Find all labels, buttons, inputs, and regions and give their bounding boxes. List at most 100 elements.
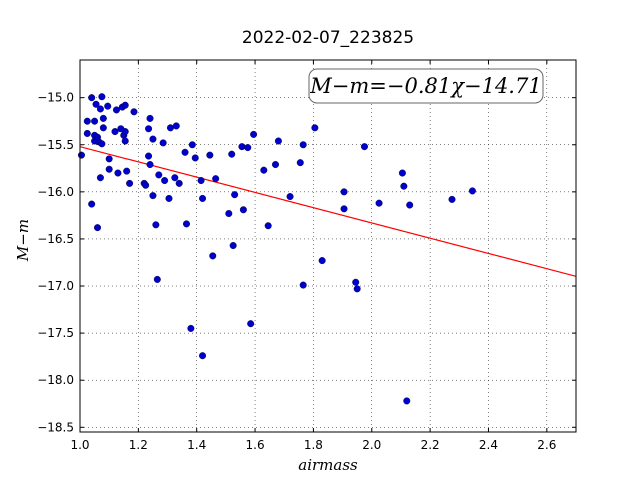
data-point [181, 148, 189, 156]
data-point [206, 151, 214, 159]
y-axis-label: M−m [14, 219, 32, 262]
data-point [149, 192, 157, 200]
y-tick-label: −18.0 [37, 373, 74, 387]
y-tick-label: −18.5 [37, 420, 74, 434]
data-point [340, 205, 348, 213]
data-point [121, 137, 129, 145]
y-tick-label: −16.0 [37, 185, 74, 199]
data-point [165, 194, 173, 202]
data-point [187, 324, 195, 332]
data-point [126, 179, 134, 187]
data-point [114, 169, 122, 177]
data-point [468, 187, 476, 195]
data-point [286, 193, 294, 201]
data-point [229, 242, 237, 250]
x-tick-label: 1.2 [129, 438, 148, 452]
data-point [83, 117, 91, 125]
y-tick-label: −17.5 [37, 326, 74, 340]
data-point [228, 150, 236, 158]
data-point [112, 106, 120, 114]
data-point [271, 161, 279, 169]
data-point [238, 143, 246, 151]
data-point [274, 137, 282, 145]
data-point [121, 128, 129, 136]
data-point [400, 182, 408, 190]
data-point [96, 105, 104, 113]
data-point [161, 177, 169, 185]
data-point [311, 124, 319, 132]
data-point [149, 135, 157, 143]
data-point [352, 278, 360, 286]
data-point [91, 117, 99, 125]
y-tick-label: −16.5 [37, 232, 74, 246]
data-point [92, 100, 100, 108]
data-point [360, 143, 368, 151]
data-point [111, 128, 119, 136]
data-point [296, 159, 304, 167]
data-point [105, 165, 113, 173]
data-point [244, 144, 252, 152]
x-tick-label: 1.8 [304, 438, 323, 452]
chart-title: 2022-02-07_223825 [242, 28, 414, 48]
data-point [145, 152, 153, 160]
data-point [212, 175, 220, 183]
data-point [171, 174, 179, 182]
x-axis-label: airmass [298, 456, 358, 474]
y-tick-label: −15.0 [37, 91, 74, 105]
data-point [398, 169, 406, 177]
data-point [191, 154, 199, 162]
data-point [96, 174, 104, 182]
y-tick-label: −17.0 [37, 279, 74, 293]
data-point [448, 195, 456, 203]
data-point [98, 93, 106, 101]
data-point [199, 352, 207, 360]
x-tick-label: 2.6 [537, 438, 556, 452]
fit-line [80, 146, 576, 277]
x-tick-label: 1.4 [187, 438, 206, 452]
data-point [239, 206, 247, 214]
x-tick-label: 2.2 [421, 438, 440, 452]
fit-equation-text: M−m=−0.81χ−14.71 [309, 74, 541, 98]
data-point [188, 141, 196, 149]
data-point [260, 166, 268, 174]
data-point [166, 124, 174, 132]
data-point [98, 140, 106, 148]
data-point [299, 141, 307, 149]
data-point [121, 101, 129, 109]
data-point [225, 210, 233, 218]
data-point [197, 177, 205, 185]
data-point [146, 114, 154, 122]
data-point [406, 201, 414, 209]
data-point [77, 151, 85, 159]
data-point [231, 191, 239, 199]
y-tick-label: −15.5 [37, 138, 74, 152]
data-point [353, 285, 361, 293]
data-point [145, 125, 153, 133]
data-point [403, 397, 411, 405]
data-point [99, 124, 107, 132]
x-tick-label: 1.6 [246, 438, 265, 452]
data-point [104, 102, 112, 110]
data-point [182, 220, 190, 228]
data-point [264, 222, 272, 230]
data-point [123, 167, 131, 175]
data-point [152, 221, 160, 229]
data-point [209, 252, 217, 260]
data-point [199, 194, 207, 202]
plot-area: 1.0 1.2 1.4 1.6 1.8 2.0 2.2 2.4 2.6 −15.0 −15.5 −16… [37, 59, 577, 452]
fit-equation-box: M−m=−0.81χ−14.71 [308, 68, 544, 104]
x-tick-label: 2.0 [362, 438, 381, 452]
x-tick-label: 1.0 [70, 438, 89, 452]
data-point [88, 94, 96, 102]
data-point [375, 199, 383, 207]
data-point [146, 161, 154, 169]
data-point [299, 281, 307, 289]
data-point [155, 171, 163, 179]
data-point [88, 200, 96, 208]
data-point [153, 275, 161, 283]
x-tick-label: 2.4 [479, 438, 498, 452]
data-point [175, 179, 183, 187]
data-point [247, 320, 255, 328]
data-point [99, 114, 107, 122]
data-point [130, 108, 138, 116]
